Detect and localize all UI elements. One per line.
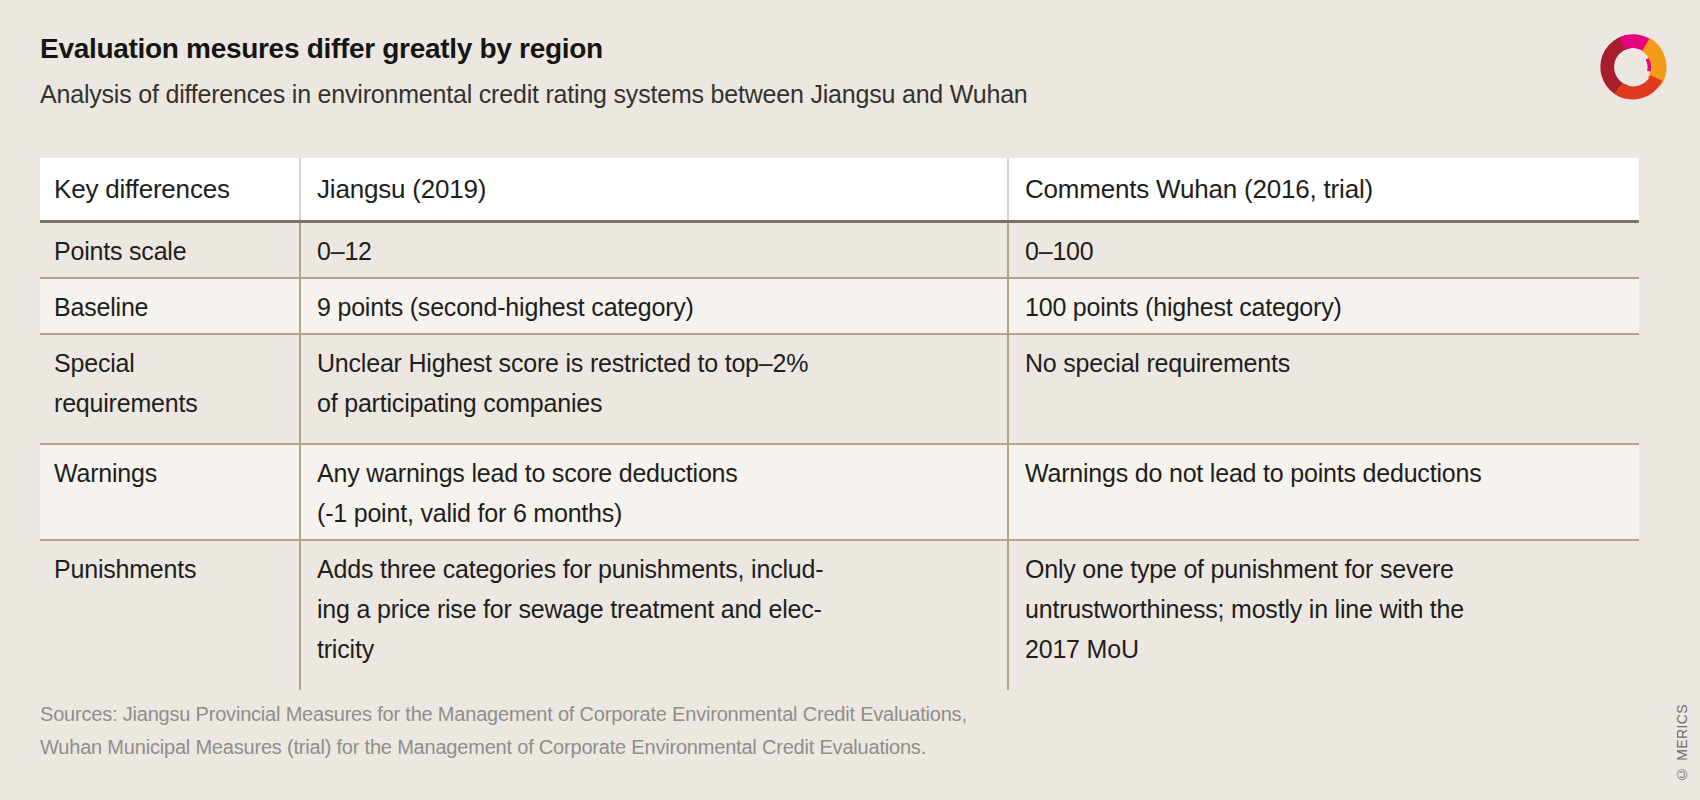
wuhan-cell: 0–100 — [1008, 222, 1639, 279]
row-label-cell: Points scale — [40, 222, 300, 279]
page-title: Evaluation mesures differ greatly by reg… — [40, 32, 1028, 66]
jiangsu-cell: 9 points (second-highest category) — [300, 278, 1008, 334]
jiangsu-cell: 0–12 — [300, 222, 1008, 279]
copyright-credit: © MERICS — [1674, 704, 1690, 782]
table-header-row: Key differences Jiangsu (2019) Comments … — [40, 158, 1639, 222]
jiangsu-cell: Any warnings lead to score deductions (-… — [300, 444, 1008, 540]
row-label-cell: Warnings — [40, 444, 300, 540]
column-header-key-differences: Key differences — [40, 158, 300, 222]
jiangsu-cell: Unclear Highest score is restricted to t… — [300, 334, 1008, 444]
table-row-punishments: Punishments Adds three categories for pu… — [40, 540, 1639, 690]
wuhan-cell: Warnings do not lead to points deduction… — [1008, 444, 1639, 540]
sources-line-2: Wuhan Municipal Measures (trial) for the… — [40, 731, 967, 764]
comparison-table: Key differences Jiangsu (2019) Comments … — [40, 158, 1639, 690]
row-label-cell: Special requirements — [40, 334, 300, 444]
wuhan-cell: Only one type of punishment for severe u… — [1008, 540, 1639, 690]
jiangsu-cell: Adds three categories for punishments, i… — [300, 540, 1008, 690]
table-row-warnings: Warnings Any warnings lead to score dedu… — [40, 444, 1639, 540]
merics-logo-icon — [1590, 26, 1676, 108]
row-label-cell: Baseline — [40, 278, 300, 334]
wuhan-cell: No special requirements — [1008, 334, 1639, 444]
sources-note: Sources: Jiangsu Provincial Measures for… — [40, 698, 967, 764]
wuhan-cell: 100 points (highest category) — [1008, 278, 1639, 334]
row-label-cell: Punishments — [40, 540, 300, 690]
table-row-special-requirements: Special requirements Unclear Highest sco… — [40, 334, 1639, 444]
column-header-jiangsu: Jiangsu (2019) — [300, 158, 1008, 222]
masthead: Evaluation mesures differ greatly by reg… — [40, 32, 1028, 109]
page-subtitle: Analysis of differences in environmental… — [40, 79, 1028, 109]
column-header-wuhan: Comments Wuhan (2016, trial) — [1008, 158, 1639, 222]
sources-line-1: Sources: Jiangsu Provincial Measures for… — [40, 698, 967, 731]
table-row-baseline: Baseline 9 points (second-highest catego… — [40, 278, 1639, 334]
table-row-points-scale: Points scale 0–12 0–100 — [40, 222, 1639, 279]
